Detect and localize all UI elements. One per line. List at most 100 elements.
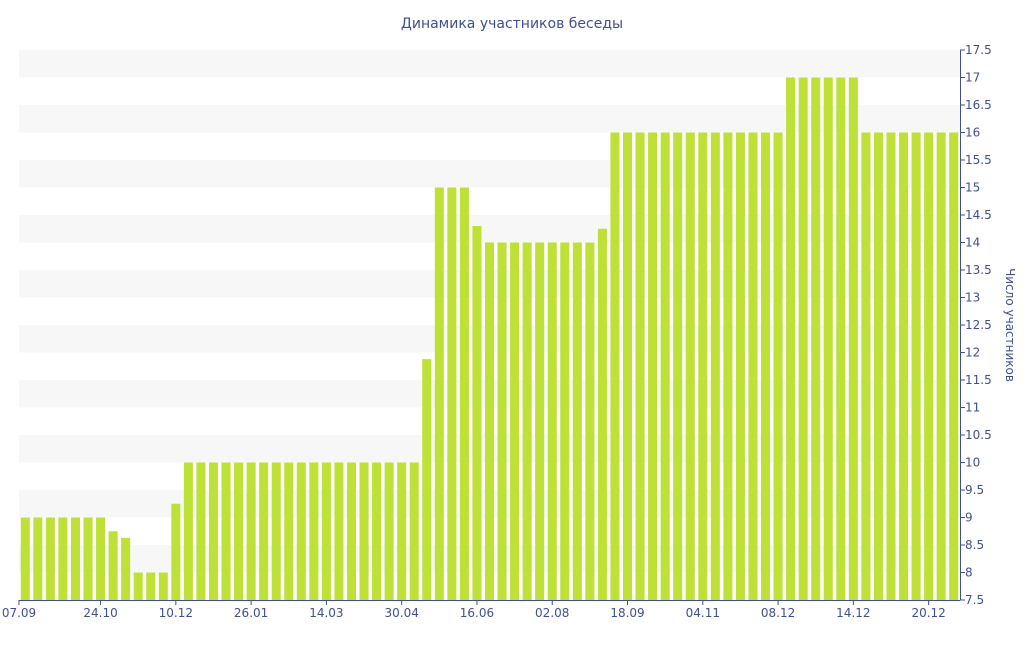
bar[interactable] [372,462,382,601]
y-tick-label: 15 [965,181,980,195]
bar[interactable] [585,242,595,601]
bar[interactable] [673,132,683,601]
bar[interactable] [472,226,482,600]
bar[interactable] [259,462,269,601]
bar[interactable] [886,132,896,601]
y-tick-label: 8 [965,566,973,580]
grid-band [19,50,960,78]
bar[interactable] [196,462,206,601]
bar[interactable] [484,242,495,601]
bar[interactable] [271,462,281,601]
y-tick-label: 16.5 [965,98,992,112]
bar[interactable] [296,462,306,601]
x-tick-label: 14.12 [836,606,870,620]
x-tick-label: 04.11 [686,606,720,620]
bar[interactable] [623,132,633,601]
y-axis-label: Число участников [1003,268,1017,382]
bar[interactable] [146,572,156,601]
y-tick-label: 8.5 [965,538,984,552]
bar[interactable] [121,537,131,600]
y-tick-label: 10.5 [965,428,992,442]
bar[interactable] [171,503,181,600]
bar[interactable] [735,132,745,601]
bar[interactable] [234,462,244,601]
bar[interactable] [83,517,93,601]
bar[interactable] [70,517,80,601]
y-tick-label: 12.5 [965,318,992,332]
bar[interactable] [949,132,959,601]
bar[interactable] [384,462,394,601]
bar[interactable] [422,359,432,600]
bar[interactable] [183,462,193,601]
bar[interactable] [924,132,934,601]
x-tick-label: 07.09 [2,606,36,620]
bar[interactable] [510,242,520,601]
bar[interactable] [786,77,796,601]
bar[interactable] [798,77,808,601]
bar[interactable] [447,187,457,601]
bar[interactable] [58,517,68,601]
bar[interactable] [497,242,507,601]
x-tick-label: 18.09 [610,606,644,620]
bar[interactable] [321,462,331,601]
bar[interactable] [20,517,30,601]
bar[interactable] [698,132,708,601]
bar[interactable] [761,132,771,601]
y-tick-label: 13.5 [965,263,992,277]
bar[interactable] [96,517,106,601]
y-axis-ticks: 7.5 8 8.5 9 9.5 10 10.5 11 11.5 12 12.5 13 13.5 14 14.… [960,43,992,607]
x-tick-label: 14.03 [309,606,343,620]
bar[interactable] [773,132,783,601]
bar[interactable] [221,462,231,601]
bar[interactable] [873,132,883,601]
bar[interactable] [45,517,55,601]
bar[interactable] [547,242,557,601]
bar[interactable] [459,187,469,601]
bar[interactable] [560,242,570,601]
bar[interactable] [535,242,545,601]
y-tick-label: 14.5 [965,208,992,222]
bar[interactable] [572,242,582,601]
bar[interactable] [748,132,758,601]
bar[interactable] [811,77,821,601]
bar[interactable] [936,132,946,601]
y-tick-label: 11 [965,401,980,415]
bar[interactable] [522,242,532,601]
bar[interactable] [334,462,344,601]
bar[interactable] [133,572,143,601]
bar[interactable] [836,77,846,601]
bar[interactable] [158,572,168,601]
bar[interactable] [911,132,921,601]
bar[interactable] [108,531,118,600]
bar[interactable] [685,132,695,601]
bar[interactable] [710,132,720,601]
bar[interactable] [648,132,658,601]
y-tick-label: 17.5 [965,43,992,57]
bar[interactable] [246,462,256,601]
bar[interactable] [723,132,733,601]
bar[interactable] [610,132,620,601]
y-tick-label: 12 [965,346,980,360]
bar[interactable] [346,462,356,601]
bar[interactable] [635,132,645,601]
bar[interactable] [434,187,444,601]
x-tick-label: 02.08 [535,606,569,620]
bar[interactable] [848,77,858,601]
bar[interactable] [861,132,871,601]
bar[interactable] [660,132,670,601]
bar[interactable] [899,132,909,601]
bar[interactable] [284,462,294,601]
bar[interactable] [208,462,218,601]
bar[interactable] [409,462,419,601]
bar[interactable] [823,77,833,601]
bar[interactable] [309,462,319,601]
bar[interactable] [359,462,369,601]
y-tick-label: 10 [965,456,980,470]
bars [20,77,959,601]
bar[interactable] [397,462,407,601]
bar[interactable] [33,517,43,601]
bar[interactable] [597,228,607,600]
x-tick-label: 26.01 [234,606,268,620]
